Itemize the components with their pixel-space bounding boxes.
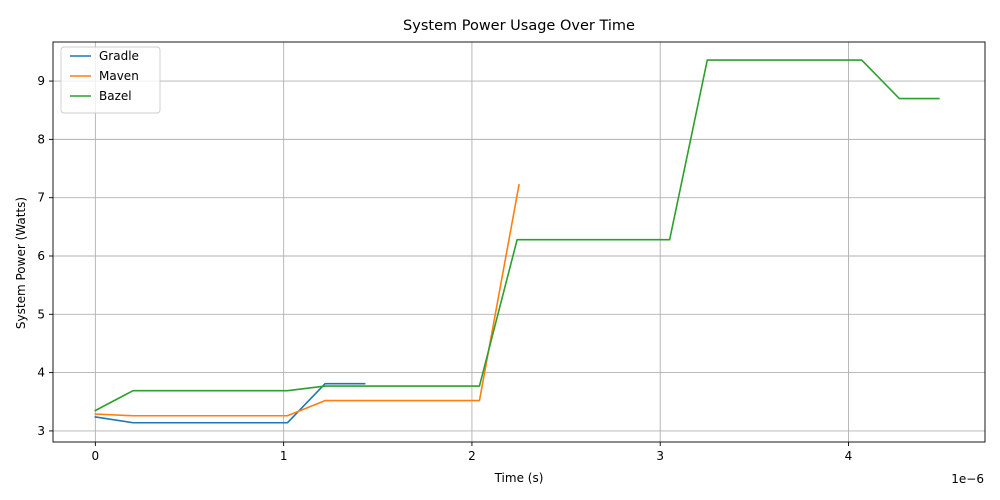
y-tick-label: 8: [37, 132, 45, 146]
y-tick-label: 6: [37, 249, 45, 263]
series-line-maven: [94, 183, 520, 417]
x-tick-label: 3: [656, 449, 664, 463]
axis-ticks: 0 1 2 3 4 3 4 5 6 7 8 9: [37, 74, 852, 463]
y-tick-label: 4: [37, 366, 45, 380]
legend-label-bazel: Bazel: [99, 89, 132, 103]
legend-label-maven: Maven: [99, 69, 139, 83]
x-tick-label: 1: [280, 449, 288, 463]
x-axis-label: Time (s): [494, 471, 544, 485]
plot-frame: [52, 41, 986, 443]
legend-label-gradle: Gradle: [99, 49, 139, 63]
y-tick-label: 7: [37, 191, 45, 205]
series-line-gradle: [94, 382, 366, 424]
grid-lines: [53, 42, 985, 442]
x-tick-label: 4: [845, 449, 853, 463]
y-axis-label: System Power (Watts): [14, 197, 28, 329]
legend: Gradle Maven Bazel: [60, 46, 161, 114]
x-tick-label: 0: [92, 449, 100, 463]
y-tick-label: 3: [37, 424, 45, 438]
x-axis-scale-label: 1e−6: [951, 472, 984, 486]
y-tick-label: 5: [37, 307, 45, 321]
series-line-bazel: [94, 59, 940, 412]
x-tick-label: 2: [468, 449, 476, 463]
series-lines: [94, 59, 940, 424]
y-tick-label: 9: [37, 74, 45, 88]
chart-title: System Power Usage Over Time: [403, 18, 635, 34]
